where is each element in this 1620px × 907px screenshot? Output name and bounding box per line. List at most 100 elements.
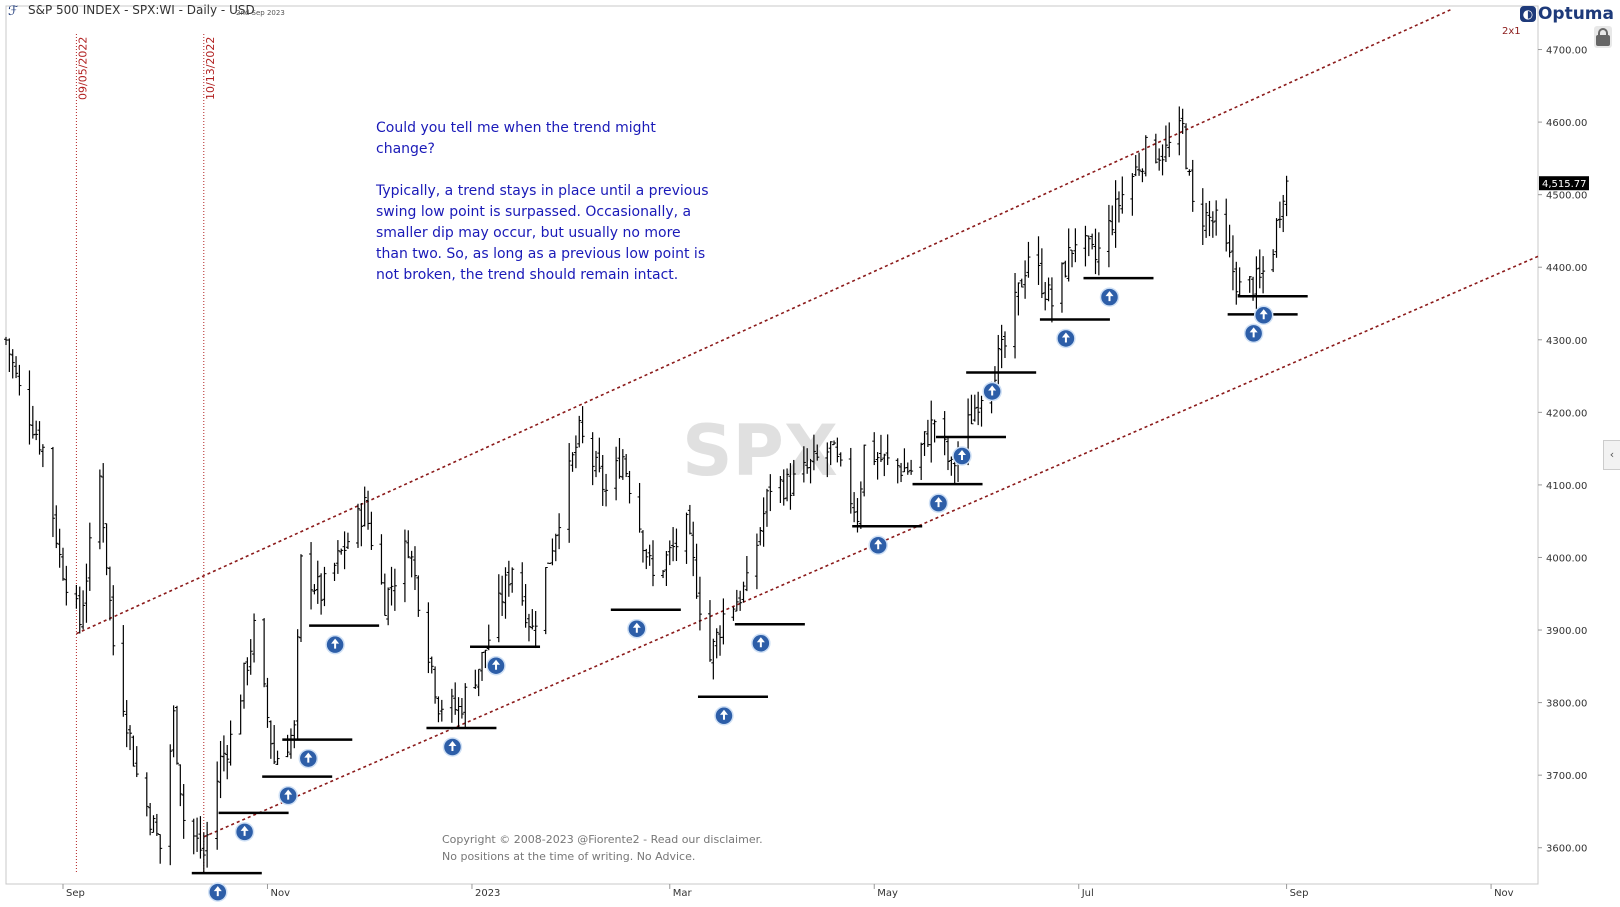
ohlc-bar	[111, 585, 116, 656]
up-arrow-glyph	[632, 622, 641, 633]
swing-low-marker	[1039, 318, 1110, 349]
up-arrow-glyph	[934, 497, 943, 508]
annotation-text: Could you tell me when the trend might c…	[376, 118, 716, 307]
ohlc-bar	[355, 503, 360, 548]
ohlc-bar	[744, 556, 749, 592]
ohlc-bar	[1200, 188, 1205, 246]
ohlc-bar	[905, 462, 910, 475]
ohlc-bar	[121, 625, 126, 717]
ohlc-bar	[573, 435, 578, 469]
ohlc-bar	[131, 735, 136, 767]
up-arrow-glyph	[756, 637, 765, 648]
ohlc-bar	[1137, 152, 1142, 176]
ohlc-bar	[416, 575, 421, 617]
ohlc-bar	[627, 470, 632, 504]
ohlc-bar	[600, 454, 605, 506]
annotation-question: Could you tell me when the trend might c…	[376, 120, 656, 157]
ohlc-bar	[738, 590, 743, 611]
brand-logo: ◐ Optuma	[1519, 4, 1614, 24]
y-tick-label: 4500.00	[1546, 191, 1587, 202]
ohlc-bar	[1163, 125, 1168, 162]
ohlc-bar	[225, 744, 230, 780]
ohlc-bar	[268, 720, 273, 759]
collapse-arrow-icon[interactable]: ‹	[1603, 440, 1620, 470]
ohlc-bar	[1002, 331, 1007, 359]
ohlc-bar	[228, 720, 233, 766]
y-tick-label: 3600.00	[1546, 844, 1587, 855]
ohlc-bar	[909, 459, 914, 475]
ohlc-bar	[171, 705, 176, 758]
ohlc-bar	[758, 527, 763, 546]
ohlc-bar	[252, 613, 257, 663]
ohlc-bar	[134, 746, 139, 778]
ohlc-bar	[1039, 248, 1044, 299]
ohlc-bar	[449, 688, 454, 723]
lock-icon[interactable]	[1594, 26, 1612, 48]
ohlc-bar	[1023, 260, 1028, 299]
ohlc-bar	[1284, 175, 1289, 217]
ohlc-bar	[144, 772, 149, 817]
ohlc-bar	[1073, 228, 1078, 263]
ohlc-bar	[604, 473, 609, 507]
ohlc-bar	[815, 444, 820, 461]
ohlc-bar	[734, 589, 739, 612]
ohlc-bar	[647, 544, 652, 566]
ohlc-bar	[77, 586, 82, 634]
x-tick-label: May	[877, 888, 898, 899]
copyright: Copyright © 2008-2023 @Fiorente2 - Read …	[442, 831, 763, 865]
ohlc-bar	[292, 720, 297, 749]
ohlc-bar	[875, 452, 880, 480]
ohlc-bar	[1257, 249, 1262, 289]
annotation-answer: Typically, a trend stays in place until …	[376, 183, 709, 283]
x-tick-label: Nov	[270, 888, 290, 899]
ohlc-bar	[764, 488, 769, 527]
x-tick-label: Jul	[1081, 888, 1094, 899]
ohlc-bar	[1227, 224, 1232, 258]
ohlc-bar	[1090, 233, 1095, 250]
ohlc-bar	[721, 598, 726, 645]
ohlc-bar	[1247, 276, 1252, 293]
y-tick-label: 3800.00	[1546, 699, 1587, 710]
swing-low-marker	[309, 624, 380, 655]
ohlc-bar	[852, 492, 857, 523]
ohlc-bar	[811, 434, 816, 471]
ohlc-bar	[778, 476, 783, 504]
ohlc-bar	[40, 444, 45, 468]
ohlc-bar	[181, 784, 186, 839]
ohlc-bar	[1177, 106, 1182, 156]
swing-low-marker	[610, 608, 681, 639]
ohlc-bar	[835, 437, 840, 463]
ohlc-bar	[312, 584, 317, 595]
ohlc-bar	[949, 456, 954, 476]
ohlc-bar	[1049, 277, 1054, 323]
ohlc-bar	[1167, 122, 1172, 158]
optuma-logo-icon[interactable]: ℱ	[8, 4, 19, 19]
ohlc-bar	[158, 833, 163, 864]
ohlc-bar	[309, 542, 314, 610]
ohlc-bar	[828, 441, 833, 466]
ohlc-bar	[945, 437, 950, 471]
ohlc-bar	[979, 395, 984, 427]
ohlc-bar	[902, 448, 907, 473]
y-tick-label: 4300.00	[1546, 336, 1587, 347]
ohlc-bar	[1116, 191, 1121, 223]
ohlc-bar	[87, 522, 92, 591]
ohlc-bar	[272, 725, 277, 765]
ohlc-bar	[1143, 135, 1148, 177]
ohlc-bar	[510, 567, 515, 593]
ohlc-bar	[436, 696, 441, 723]
ohlc-bar	[533, 610, 538, 649]
y-tick-label: 3700.00	[1546, 771, 1587, 782]
ohlc-bar	[1153, 133, 1158, 164]
x-tick-label: Nov	[1494, 888, 1514, 899]
ohlc-bar	[148, 803, 153, 836]
up-arrow-glyph	[719, 709, 728, 720]
up-arrow-glyph	[213, 886, 222, 897]
swing-low-marker	[966, 371, 1037, 402]
ohlc-bar	[1133, 155, 1138, 177]
ohlc-bar	[151, 815, 156, 833]
x-tick-label: Mar	[673, 888, 693, 899]
ohlc-bar	[315, 560, 320, 604]
ohlc-bar	[1214, 200, 1219, 236]
